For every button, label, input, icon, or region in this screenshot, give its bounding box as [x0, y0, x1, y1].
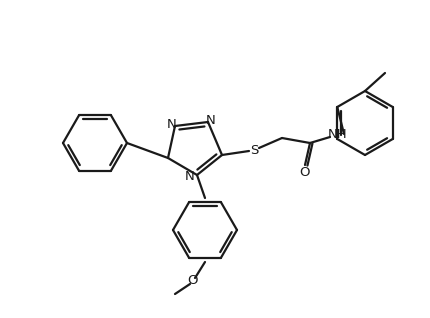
Text: NH: NH: [328, 128, 348, 142]
Text: S: S: [250, 143, 258, 156]
Text: N: N: [185, 170, 195, 183]
Text: N: N: [206, 114, 216, 127]
Text: O: O: [188, 273, 198, 287]
Text: N: N: [167, 117, 177, 130]
Text: O: O: [299, 167, 309, 179]
